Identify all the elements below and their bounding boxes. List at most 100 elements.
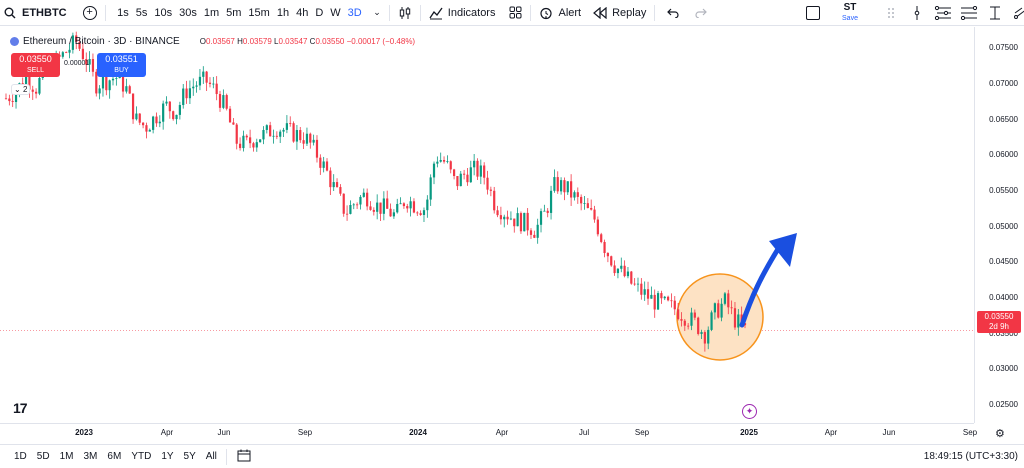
chart-pane[interactable] [0,27,974,423]
candle-body [265,125,268,130]
range-all[interactable]: All [205,451,217,462]
indicators-button[interactable]: Indicators [425,0,500,26]
fib-tool-icon[interactable] [956,0,982,26]
candle-body [299,130,302,141]
candle-body [566,181,569,193]
change-value: −0.00017 (−0.48%) [346,37,416,46]
candle-body [101,76,105,89]
price-chart[interactable] [0,27,974,423]
sell-price: 0.03550 [19,54,52,64]
range-5y[interactable]: 5Y [183,451,196,462]
candle-body [212,83,215,85]
interval-4h[interactable]: 4h [296,6,309,19]
time-tick: Jun [882,428,896,437]
interval-w[interactable]: W [330,6,341,19]
add-symbol-icon: + [82,5,97,20]
range-1y[interactable]: 1Y [161,451,174,462]
candle-body [352,204,355,206]
interval-5m[interactable]: 5m [226,6,242,19]
candle-body [68,49,71,53]
drag-handle-icon[interactable] [878,0,904,26]
candle-body [697,317,700,334]
vertical-line-tool-icon[interactable] [904,0,930,26]
price-tick: 0.05500 [989,186,1018,196]
replay-button[interactable]: Replay [589,0,650,26]
undo-button[interactable] [663,0,683,26]
undo-icon [667,8,679,18]
candle-body [165,101,168,104]
interval-15m[interactable]: 15m [248,6,270,19]
candle-body [329,170,332,188]
candle-body [677,309,680,320]
channel-tool-icon[interactable] [1008,0,1024,26]
candle-body [349,205,352,214]
candle-body [38,77,41,94]
candle-body [656,293,660,310]
range-3m[interactable]: 3M [83,451,98,462]
lightning-icon[interactable]: ✦ [742,404,757,419]
candle-body [743,323,747,326]
candle-body [646,289,650,299]
tradingview-logo[interactable]: 17 [13,400,28,416]
interval-1h[interactable]: 1h [276,6,290,19]
candle-body [666,296,670,301]
symbol-search[interactable]: ETHBTC [0,0,71,26]
interval-10s[interactable]: 10s [154,6,173,19]
candle-body [252,143,255,148]
candle-body [182,88,185,106]
interval-dropdown[interactable]: ⌄ [369,0,385,26]
candle-body [386,198,389,209]
fullscreen-icon[interactable] [806,6,820,20]
buy-button[interactable]: 0.03551 BUY [97,53,146,77]
candle-body [700,332,703,334]
candle-body [576,192,579,197]
layout-save-button[interactable]: ST Save [838,0,862,26]
sell-button[interactable]: 0.03550 SELL [11,53,60,77]
interval-30s[interactable]: 30s [179,6,197,19]
price-tick: 0.07000 [989,79,1018,89]
candle-body [626,271,630,277]
interval-1m[interactable]: 1m [203,6,220,19]
candle-body [509,218,513,220]
candle-body [356,204,359,206]
redo-button[interactable] [691,0,711,26]
candle-body [580,196,583,204]
candle-body [185,88,188,99]
candle-body [640,283,643,295]
interval-3d[interactable]: 3D [347,6,362,19]
candle-body [446,161,449,163]
candle-body [242,135,245,149]
pitchfork-tool-icon[interactable] [930,0,956,26]
compare-button[interactable]: + [79,0,101,26]
range-ytd[interactable]: YTD [131,451,152,462]
settings-icon[interactable]: ⚙ [995,428,1005,440]
interval-1s[interactable]: 1s [117,6,129,19]
trend-arrow-head [769,233,797,267]
candle-body [603,241,606,254]
ohlc-values: O0.03567 H0.03579 L0.03547 C0.03550 −0.0… [200,37,415,46]
range-1d[interactable]: 1D [14,451,27,462]
interval-5s[interactable]: 5s [135,6,148,19]
candle-body [556,177,559,192]
candle-body [105,76,108,91]
time-axis[interactable]: 2023 Apr Jun Sep 2024 Apr Jul Sep 2025 Apr Jun Sep [0,423,977,443]
price-axis[interactable]: 0.07500 0.07000 0.06500 0.06000 0.05500 0.050… [974,27,1024,423]
candle-body [486,177,489,190]
range-5d[interactable]: 5D [36,451,50,462]
candle-body [302,140,305,144]
collapse-legend-button[interactable]: ⌄ 2 [11,84,31,95]
templates-button[interactable] [505,0,526,26]
chart-type-button[interactable] [394,0,416,26]
candle-body [493,190,496,211]
goto-date-button[interactable] [231,449,251,465]
interval-d[interactable]: D [315,6,324,19]
range-6m[interactable]: 6M [107,451,122,462]
timezone-clock[interactable]: 18:49:15 (UTC+3:30) [923,451,1018,462]
range-1m[interactable]: 1M [59,451,74,462]
alert-button[interactable]: Alert [535,0,585,26]
candle-body [148,129,151,132]
candle-body [516,213,519,227]
candle-body [650,294,653,299]
text-tool-icon[interactable] [982,0,1008,26]
candle-body [255,142,258,148]
